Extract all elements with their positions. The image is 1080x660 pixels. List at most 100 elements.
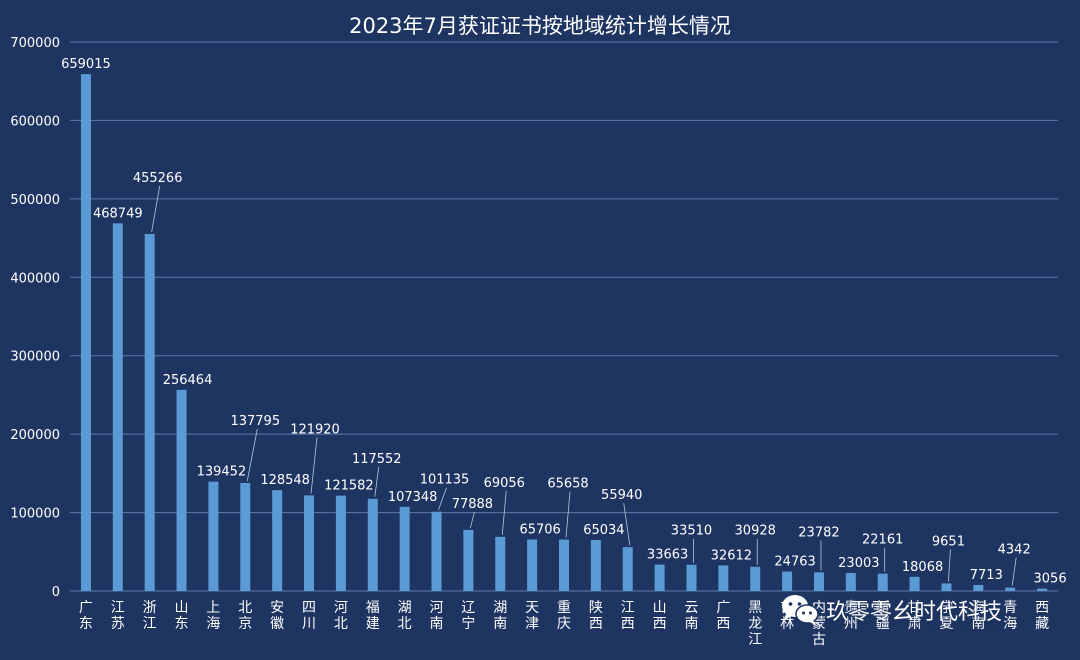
x-category-label: 海南: [971, 600, 985, 632]
y-axis-ticks: 0 100000 200000 300000 400000 500000 600000 700…: [10, 36, 60, 600]
bar: [176, 389, 187, 591]
bar: [559, 539, 569, 591]
x-category-label: 福建: [366, 600, 380, 632]
bar: [367, 498, 378, 591]
data-label: 4342: [998, 543, 1031, 558]
data-label: 137795: [230, 414, 280, 429]
data-label: 659015: [61, 57, 111, 72]
bar: [431, 511, 442, 591]
x-category-label: 四川: [302, 600, 316, 632]
x-category-label: 新疆: [876, 600, 890, 632]
x-category-label: 黑龙江: [748, 600, 762, 648]
bar: [112, 223, 123, 591]
y-tick-label: 600000: [10, 114, 60, 129]
x-category-label: 重庆: [557, 600, 571, 632]
y-tick-label: 500000: [10, 193, 60, 208]
data-label: 23782: [798, 525, 839, 540]
x-category-label: 贵州: [844, 600, 858, 632]
wechat-logo-icon: [782, 595, 819, 625]
data-label: 77888: [452, 497, 493, 512]
bar: [208, 481, 219, 591]
data-label: 18068: [902, 560, 943, 575]
bar: [304, 495, 315, 591]
data-label: 65658: [547, 477, 588, 492]
bar: [272, 490, 283, 591]
x-axis-categories: 广东江苏浙江山东上海北京安徽四川河北福建湖北河南辽宁湖南天津重庆陕西江西山西云南…: [79, 599, 1049, 648]
data-label: 128548: [260, 473, 310, 488]
x-category-label: 山西: [653, 600, 667, 632]
y-tick-label: 300000: [10, 350, 60, 365]
bar: [718, 565, 729, 591]
x-category-label: 云南: [684, 600, 698, 632]
data-label: 455266: [133, 171, 183, 186]
bar: [335, 495, 346, 591]
x-category-label: 西藏: [1035, 600, 1049, 632]
label-leader-line: [623, 503, 631, 546]
x-category-label: 湖南: [493, 600, 507, 632]
data-label: 30928: [735, 524, 776, 539]
y-tick-label: 400000: [10, 271, 60, 286]
label-leader-line: [501, 490, 507, 535]
label-leader-line: [1011, 557, 1017, 586]
data-labels: 659015 468749 455266 256464 139452 137795 1285…: [61, 57, 1066, 586]
x-category-label: 陕西: [589, 600, 603, 632]
watermark-text: 玖零零幺时代科技: [826, 600, 1003, 625]
bar: [1037, 588, 1048, 591]
x-category-label: 广东: [79, 600, 93, 632]
bar: [399, 506, 410, 591]
label-leader-line: [469, 511, 475, 529]
x-category-label: 江苏: [111, 600, 125, 632]
data-label: 33663: [647, 548, 688, 563]
data-label: 121582: [324, 479, 374, 494]
bar: [813, 572, 824, 591]
bar: [941, 583, 952, 591]
bar: [909, 576, 920, 591]
data-label: 24763: [774, 555, 815, 570]
y-tick-label: 700000: [10, 36, 60, 51]
x-category-label: 浙江: [143, 600, 157, 632]
data-label: 3056: [1034, 572, 1067, 587]
x-category-label: 广西: [716, 600, 730, 632]
x-category-label: 河北: [334, 600, 348, 632]
label-leader-line: [565, 491, 571, 538]
label-leader-line: [374, 466, 380, 497]
bar: [622, 547, 633, 591]
data-label: 65034: [583, 523, 624, 538]
y-tick-label: 100000: [10, 507, 60, 522]
bar: [686, 564, 697, 591]
bar: [1005, 587, 1016, 591]
data-label: 139452: [197, 465, 247, 480]
x-category-label: 宁夏: [939, 599, 953, 632]
bar: [973, 584, 984, 591]
data-label: 55940: [601, 488, 642, 503]
data-label: 107348: [388, 490, 438, 505]
x-category-label: 上海: [206, 600, 220, 632]
x-category-label: 北京: [238, 600, 252, 632]
x-category-label: 河南: [430, 600, 444, 632]
data-label: 9651: [932, 534, 965, 549]
data-label: 23003: [838, 556, 879, 571]
gridlines: [70, 41, 1058, 592]
y-tick-label: 0: [52, 585, 60, 600]
x-category-label: 湖北: [398, 600, 412, 632]
bar: [463, 529, 474, 591]
data-label: 33510: [671, 524, 712, 539]
x-category-label: 山东: [175, 600, 189, 632]
bar: [750, 566, 761, 591]
data-label: 101135: [420, 473, 470, 488]
bar: [845, 572, 856, 591]
watermark: 玖零零幺时代科技: [780, 592, 1002, 628]
x-category-label: 江西: [621, 600, 635, 632]
label-leader-line: [246, 428, 258, 482]
bar: [654, 564, 665, 591]
data-label: 69056: [484, 476, 525, 491]
label-leader-line: [438, 487, 447, 510]
x-category-label: 青海: [1003, 600, 1017, 632]
data-label: 468749: [93, 206, 143, 221]
bar: [144, 233, 155, 591]
bar: [590, 539, 601, 591]
label-leader-line: [948, 549, 951, 582]
data-label: 256464: [163, 373, 213, 388]
